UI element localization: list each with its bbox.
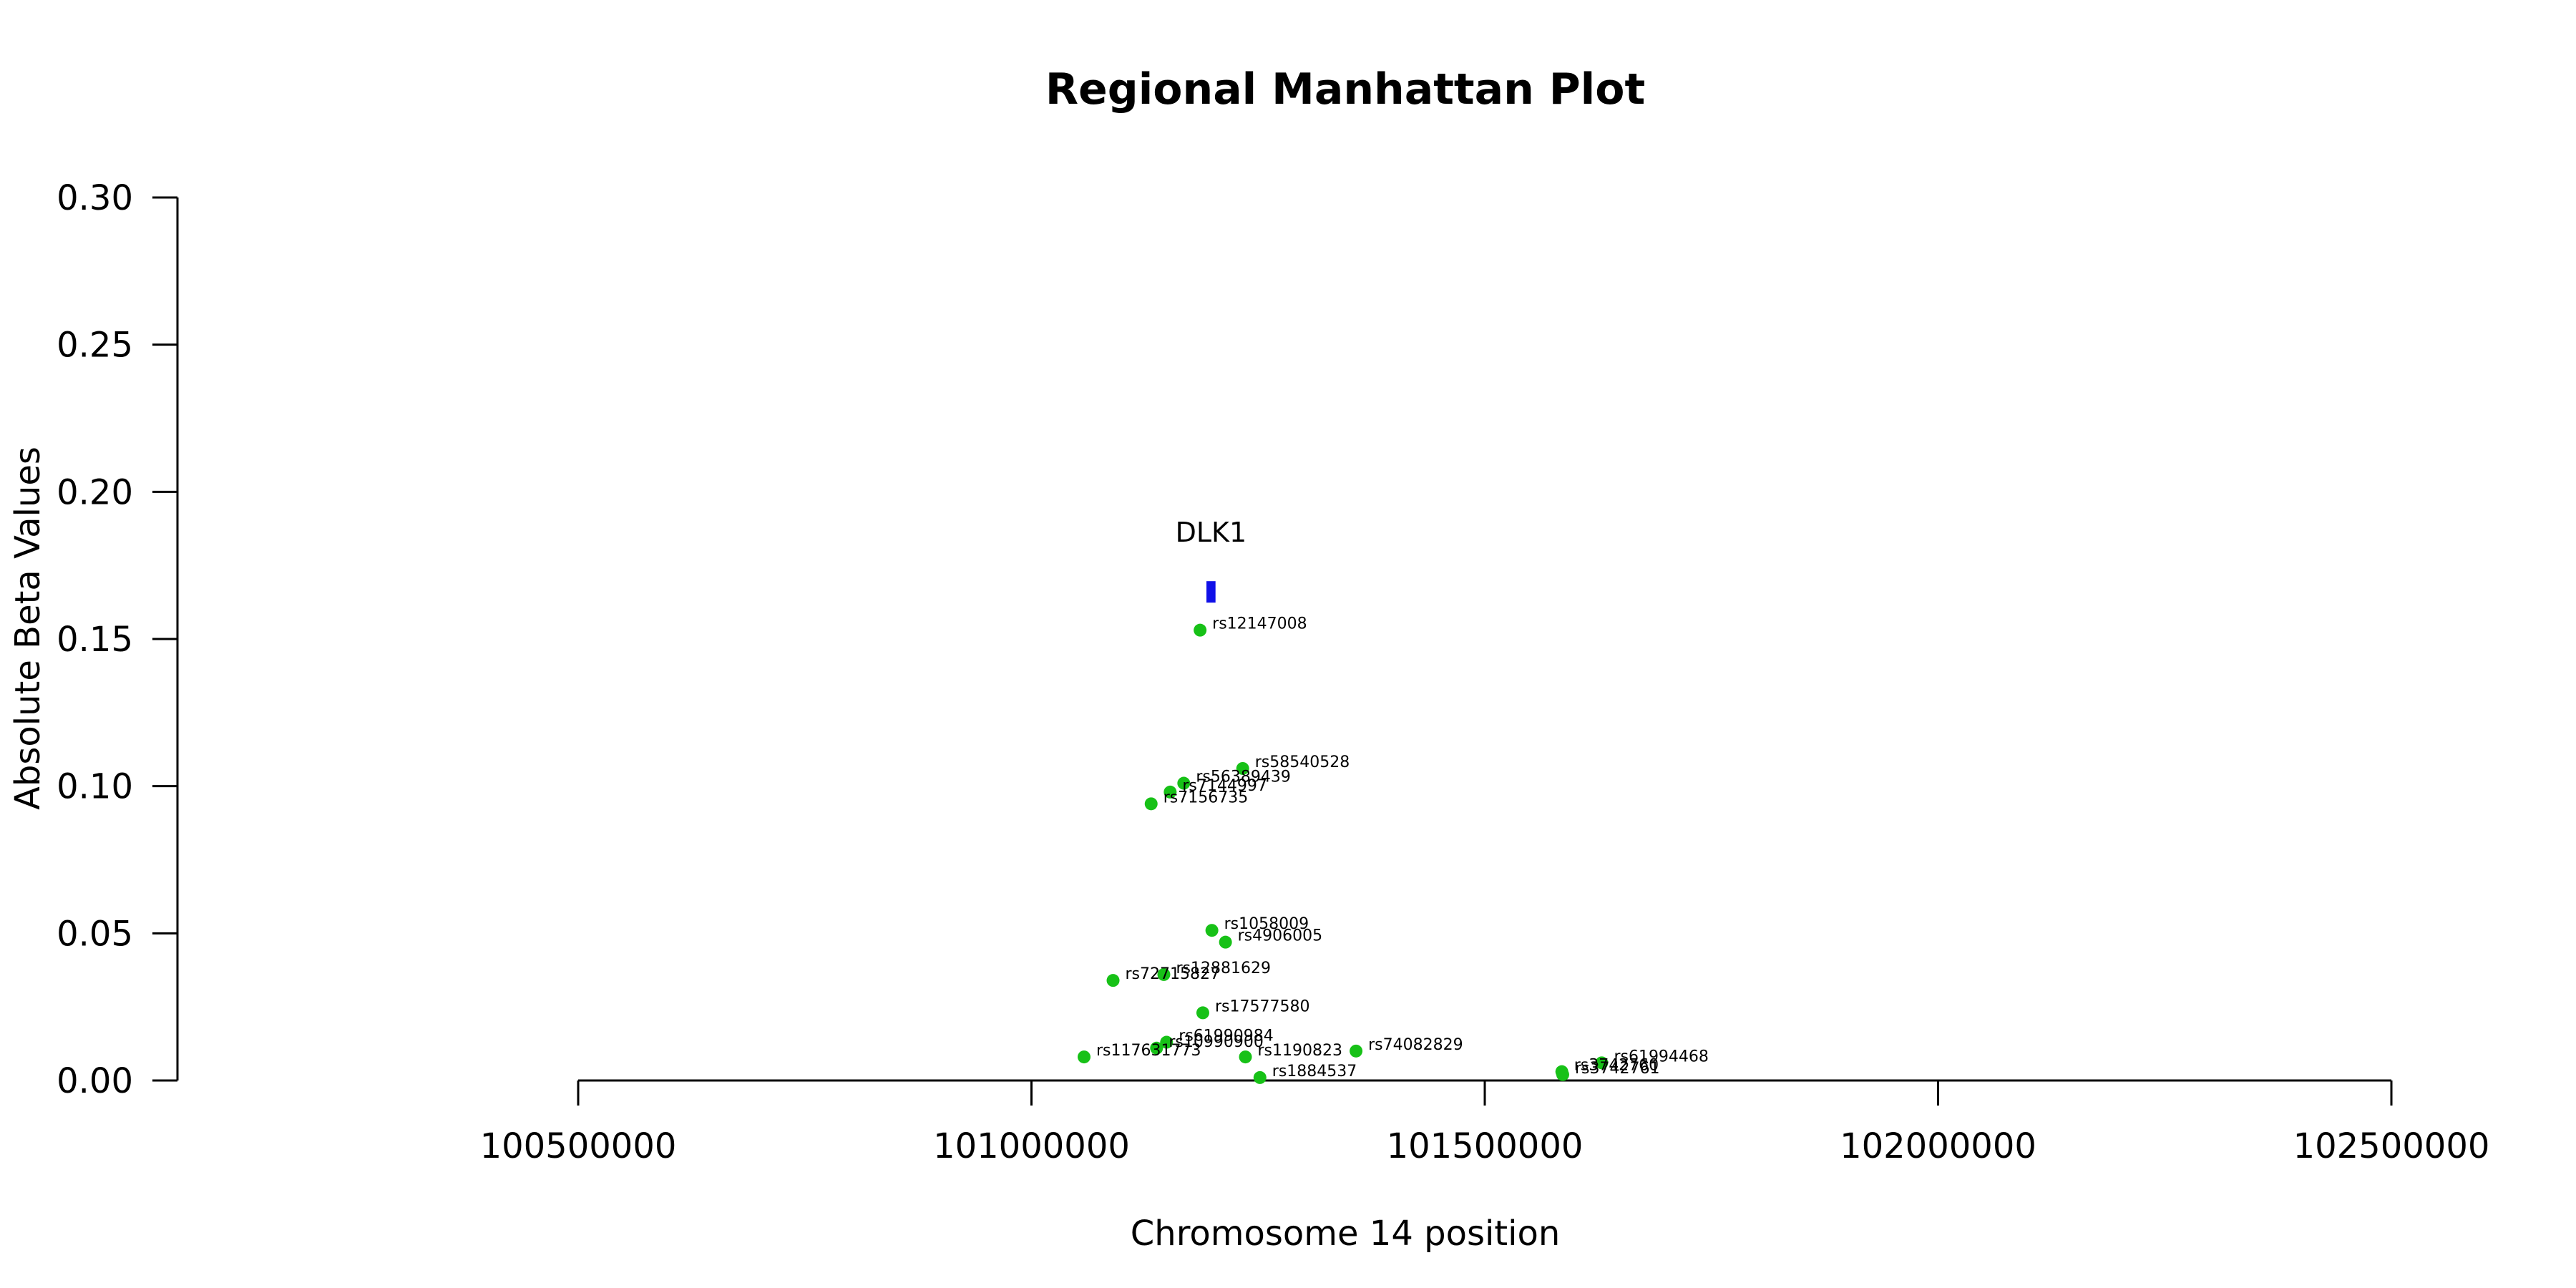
x-ticks: 100500000 101000000 101500000 102000000 1025… [480, 1080, 2490, 1166]
snp-point [1194, 623, 1207, 637]
snp-point [1144, 797, 1158, 811]
snp-label: rs12881629 [1176, 960, 1270, 977]
snp-point [1205, 924, 1219, 937]
x-tick-label: 102000000 [1840, 1126, 2036, 1166]
snp-points: rs12147008rs58540528rs56389439rs7144997r… [1077, 615, 1709, 1084]
snp-point [1595, 1056, 1609, 1070]
x-tick-label: 100500000 [480, 1126, 677, 1166]
snp-label: rs7144997 [1182, 777, 1267, 795]
snp-label: rs1884537 [1272, 1063, 1357, 1080]
snp-point [1150, 1041, 1163, 1055]
snp-label: rs56389439 [1196, 769, 1290, 786]
gene-label: DLK1 [1176, 517, 1247, 548]
snp-point [1160, 1035, 1174, 1049]
snp-label: rs17577580 [1215, 997, 1309, 1015]
y-tick-label: 0.25 [57, 326, 133, 366]
snp-label: rs12147008 [1212, 615, 1307, 633]
snp-label: rs10990900 [1169, 1033, 1263, 1051]
snp-label: rs72715827 [1126, 965, 1220, 983]
snp-point [1556, 1068, 1569, 1081]
y-tick-label: 0.00 [57, 1061, 133, 1101]
snp-point [1177, 776, 1191, 790]
y-ticks: 0.00 0.05 0.10 0.15 0.20 0.25 0.30 [57, 178, 177, 1101]
snp-label: rs1058009 [1224, 915, 1309, 933]
gene-box [1206, 581, 1216, 603]
y-tick-label: 0.05 [57, 914, 133, 954]
snp-point [1163, 785, 1177, 799]
snp-label: rs4906005 [1238, 927, 1323, 945]
snp-label: rs3742761 [1575, 1060, 1660, 1078]
y-tick-label: 0.30 [57, 178, 133, 218]
snp-point [1157, 967, 1171, 981]
snp-point [1239, 1050, 1252, 1064]
snp-point [1196, 1006, 1209, 1020]
snp-point [1253, 1070, 1267, 1084]
snp-label: rs61994468 [1614, 1048, 1708, 1065]
x-tick-label: 101000000 [933, 1126, 1130, 1166]
snp-label: rs117631773 [1096, 1042, 1201, 1060]
y-axis-label: Absolute Beta Values [8, 447, 48, 810]
snp-label: rs58540528 [1255, 753, 1350, 771]
snp-label: rs3742760 [1574, 1057, 1659, 1075]
snp-point [1350, 1044, 1363, 1058]
y-tick-label: 0.20 [57, 472, 133, 512]
x-tick-label: 101500000 [1387, 1126, 1584, 1166]
snp-point [1077, 1050, 1091, 1064]
snp-point [1236, 761, 1249, 775]
y-tick-label: 0.10 [57, 767, 133, 807]
snp-label: rs74082829 [1368, 1036, 1463, 1054]
x-axis-label: Chromosome 14 position [1131, 1214, 1561, 1254]
snp-label: rs1190823 [1258, 1042, 1343, 1060]
gene-track: DLK1 [1176, 517, 1247, 603]
chart-title: Regional Manhattan Plot [1045, 64, 1645, 114]
snp-label: rs61990984 [1179, 1028, 1273, 1045]
snp-point [1106, 974, 1120, 987]
snp-point [1219, 935, 1232, 949]
y-tick-label: 0.15 [57, 620, 133, 660]
x-tick-label: 102500000 [2293, 1126, 2490, 1166]
snp-label: rs7156735 [1163, 789, 1249, 806]
